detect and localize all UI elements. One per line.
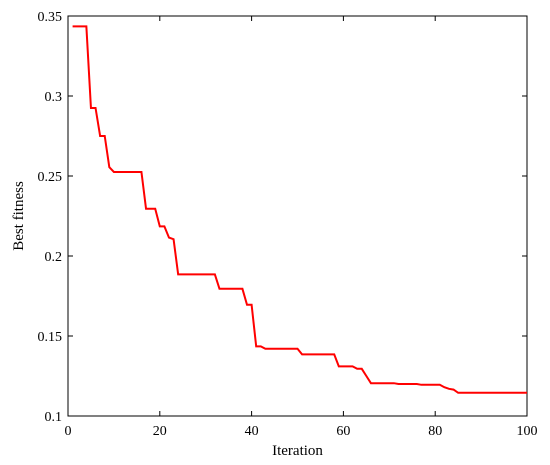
x-tick-label: 60 <box>336 424 350 439</box>
y-axis-label: Best fitness <box>11 181 27 251</box>
x-tick-label: 100 <box>517 424 538 439</box>
x-tick-label: 40 <box>245 424 259 439</box>
x-tick-label: 80 <box>428 424 442 439</box>
x-tick-label: 20 <box>153 424 167 439</box>
axis-ticks <box>67 15 528 417</box>
plot-area <box>67 15 528 417</box>
plot-frame <box>67 15 528 417</box>
series-line <box>72 25 527 394</box>
y-tick-label: 0.2 <box>45 250 63 265</box>
y-tick-label: 0.3 <box>45 90 63 105</box>
y-tick-label: 0.1 <box>45 410 63 425</box>
axis-tick-labels: 0 20 40 60 80 100 0.1 0.15 0.2 0.25 0.3 0.35 <box>38 10 538 439</box>
data-layer <box>72 25 527 394</box>
y-tick-label: 0.15 <box>38 330 63 345</box>
y-tick-label: 0.35 <box>38 10 63 25</box>
x-axis-label: Iteration <box>272 443 323 459</box>
y-tick-label: 0.25 <box>38 170 63 185</box>
x-tick-label: 0 <box>65 424 72 439</box>
